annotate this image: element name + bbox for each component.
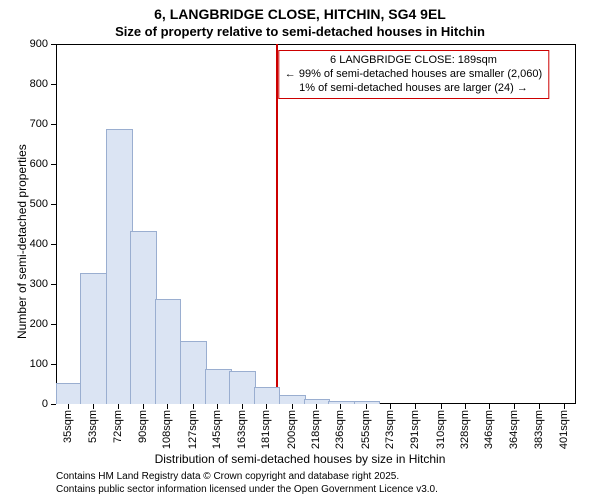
xtick-label: 53sqm — [87, 410, 99, 443]
xtick-mark — [266, 404, 267, 409]
xtick-label: 127sqm — [187, 410, 199, 449]
xtick-label: 163sqm — [236, 410, 248, 449]
right-axis-line — [575, 44, 576, 404]
chart-title-line2: Size of property relative to semi-detach… — [0, 24, 600, 39]
histogram-bar — [304, 399, 331, 404]
histogram-bar — [354, 401, 381, 404]
xtick-label: 90sqm — [137, 410, 149, 443]
histogram-bar — [229, 371, 256, 404]
ytick-label: 300 — [30, 278, 48, 290]
ytick-label: 600 — [30, 158, 48, 170]
xtick-label: 328sqm — [459, 410, 471, 449]
ytick-label: 200 — [30, 318, 48, 330]
xtick-mark — [118, 404, 119, 409]
xtick-label: 35sqm — [62, 410, 74, 443]
xtick-label: 401sqm — [558, 410, 570, 449]
histogram-bar — [180, 341, 207, 404]
plot-area: 6 LANGBRIDGE CLOSE: 189sqm ← 99% of semi… — [56, 44, 576, 404]
xtick-label: 310sqm — [435, 410, 447, 449]
histogram-bar — [155, 299, 182, 404]
xtick-mark — [292, 404, 293, 409]
top-axis-line — [56, 44, 576, 45]
xtick-label: 255sqm — [360, 410, 372, 449]
xtick-mark — [217, 404, 218, 409]
credit-line2: Contains public sector information licen… — [56, 483, 438, 496]
histogram-bar — [106, 129, 133, 404]
ytick-mark — [51, 204, 56, 205]
ytick-label: 0 — [42, 398, 48, 410]
histogram-bar — [279, 395, 306, 404]
xtick-mark — [465, 404, 466, 409]
ytick-mark — [51, 164, 56, 165]
xtick-label: 236sqm — [334, 410, 346, 449]
xtick-mark — [340, 404, 341, 409]
x-axis-label: Distribution of semi-detached houses by … — [0, 452, 600, 466]
ytick-mark — [51, 284, 56, 285]
xtick-mark — [564, 404, 565, 409]
chart-title-line1: 6, LANGBRIDGE CLOSE, HITCHIN, SG4 9EL — [0, 6, 600, 22]
xtick-label: 218sqm — [310, 410, 322, 449]
xtick-mark — [415, 404, 416, 409]
histogram-bar — [56, 383, 83, 404]
xtick-mark — [143, 404, 144, 409]
annotation-line1: 6 LANGBRIDGE CLOSE: 189sqm — [285, 54, 542, 68]
ytick-label: 900 — [30, 38, 48, 50]
xtick-mark — [441, 404, 442, 409]
histogram-bar — [328, 401, 355, 404]
histogram-bar — [80, 273, 107, 404]
y-axis-label: Number of semi-detached properties — [15, 144, 29, 339]
histogram-bar — [130, 231, 157, 404]
xtick-label: 273sqm — [384, 410, 396, 449]
credit-text: Contains HM Land Registry data © Crown c… — [56, 470, 438, 496]
xtick-label: 72sqm — [112, 410, 124, 443]
ytick-mark — [51, 124, 56, 125]
ytick-label: 100 — [30, 358, 48, 370]
xtick-label: 364sqm — [508, 410, 520, 449]
ytick-label: 800 — [30, 78, 48, 90]
histogram-bar — [205, 369, 232, 404]
xtick-label: 181sqm — [260, 410, 272, 449]
ytick-label: 400 — [30, 238, 48, 250]
histogram-bar — [254, 387, 281, 404]
xtick-mark — [68, 404, 69, 409]
xtick-label: 145sqm — [211, 410, 223, 449]
y-axis-line — [56, 44, 57, 404]
ytick-mark — [51, 244, 56, 245]
ytick-label: 500 — [30, 198, 48, 210]
xtick-mark — [539, 404, 540, 409]
xtick-mark — [242, 404, 243, 409]
xtick-label: 200sqm — [286, 410, 298, 449]
ytick-mark — [51, 404, 56, 405]
xtick-label: 346sqm — [483, 410, 495, 449]
xtick-mark — [193, 404, 194, 409]
annotation-line2: ← 99% of semi-detached houses are smalle… — [285, 68, 542, 82]
credit-line1: Contains HM Land Registry data © Crown c… — [56, 470, 438, 483]
xtick-mark — [489, 404, 490, 409]
ytick-mark — [51, 44, 56, 45]
xtick-mark — [316, 404, 317, 409]
ytick-mark — [51, 84, 56, 85]
xtick-mark — [366, 404, 367, 409]
ytick-label: 700 — [30, 118, 48, 130]
xtick-mark — [167, 404, 168, 409]
annotation-line3: 1% of semi-detached houses are larger (2… — [285, 82, 542, 96]
xtick-mark — [93, 404, 94, 409]
xtick-mark — [390, 404, 391, 409]
annotation-box: 6 LANGBRIDGE CLOSE: 189sqm ← 99% of semi… — [278, 50, 549, 99]
xtick-label: 383sqm — [533, 410, 545, 449]
ytick-mark — [51, 364, 56, 365]
xtick-label: 291sqm — [409, 410, 421, 449]
xtick-label: 108sqm — [161, 410, 173, 449]
xtick-mark — [514, 404, 515, 409]
ytick-mark — [51, 324, 56, 325]
